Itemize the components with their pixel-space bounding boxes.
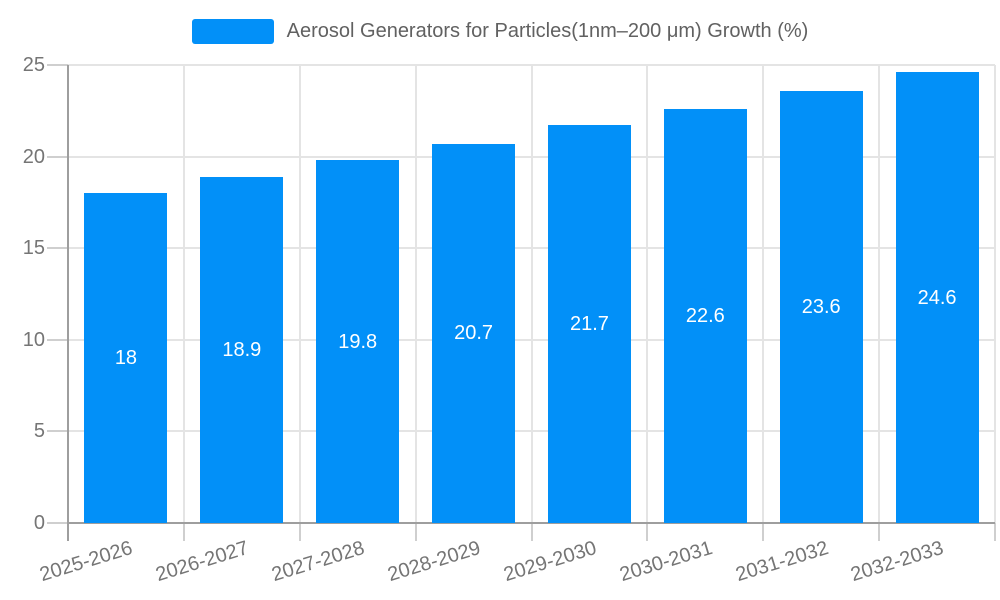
bar <box>663 108 747 523</box>
legend-swatch[interactable] <box>191 18 274 44</box>
v-gridline <box>298 65 301 523</box>
y-axis-tick <box>47 522 68 524</box>
bar <box>432 143 516 523</box>
y-axis-tick-label: 5 <box>33 420 45 443</box>
bar-value-label: 24.6 <box>917 286 957 309</box>
x-axis-tick-label: 2031-2032 <box>732 537 831 587</box>
y-axis-tick <box>47 155 68 158</box>
bar-value-label: 21.7 <box>569 313 609 336</box>
v-gridline <box>530 65 533 523</box>
v-gridline <box>762 65 765 523</box>
bar <box>316 160 400 523</box>
x-axis-tick-label: 2025-2026 <box>37 537 136 587</box>
x-axis-line <box>68 522 995 524</box>
y-axis-tick-label: 10 <box>22 328 45 351</box>
bar <box>200 176 284 523</box>
y-axis-tick <box>47 430 68 433</box>
bar <box>547 125 631 523</box>
x-axis-tick <box>530 523 533 541</box>
y-axis-tick-label: 25 <box>22 54 45 76</box>
x-axis-tick-label: 2032-2033 <box>848 537 947 587</box>
v-gridline <box>646 65 649 523</box>
bar <box>895 72 979 523</box>
chart-legend: Aerosol Generators for Particles(1nm–200… <box>0 14 1000 48</box>
bar <box>84 193 168 523</box>
bar-value-label: 22.6 <box>685 304 725 327</box>
bar <box>779 90 863 523</box>
bar-value-label: 23.6 <box>801 295 841 318</box>
x-axis-tick-label: 2026-2027 <box>153 537 252 587</box>
y-axis-tick-label: 20 <box>22 145 45 168</box>
x-axis-tick <box>414 523 417 541</box>
y-axis-tick <box>47 338 68 341</box>
x-axis-tick <box>646 523 649 541</box>
x-axis-tick <box>994 523 996 541</box>
x-axis-tick <box>762 523 765 541</box>
bar-value-label: 18.9 <box>222 338 262 361</box>
chart-title: Aerosol Generators for Particles(1nm–200… <box>286 19 809 42</box>
x-axis-tick-label: 2027-2028 <box>269 537 368 587</box>
bar-value-label: 19.8 <box>338 330 378 353</box>
v-gridline <box>182 65 185 523</box>
x-axis-tick-label: 2029-2030 <box>500 537 599 587</box>
x-axis-tick <box>298 523 301 541</box>
v-gridline <box>994 65 996 523</box>
x-axis-tick <box>878 523 881 541</box>
y-axis-tick <box>47 64 68 66</box>
x-axis-tick <box>182 523 185 541</box>
bar-value-label: 20.7 <box>454 322 494 345</box>
v-gridline <box>878 65 881 523</box>
y-axis-tick-label: 15 <box>22 237 45 260</box>
bar-value-label: 18 <box>114 347 138 370</box>
v-gridline <box>414 65 417 523</box>
x-axis-tick-label: 2028-2029 <box>385 537 483 587</box>
y-axis-line <box>67 65 69 541</box>
y-axis-tick <box>47 247 68 250</box>
x-axis-tick-label: 2030-2031 <box>616 537 715 587</box>
y-axis-tick-label: 0 <box>33 512 45 534</box>
